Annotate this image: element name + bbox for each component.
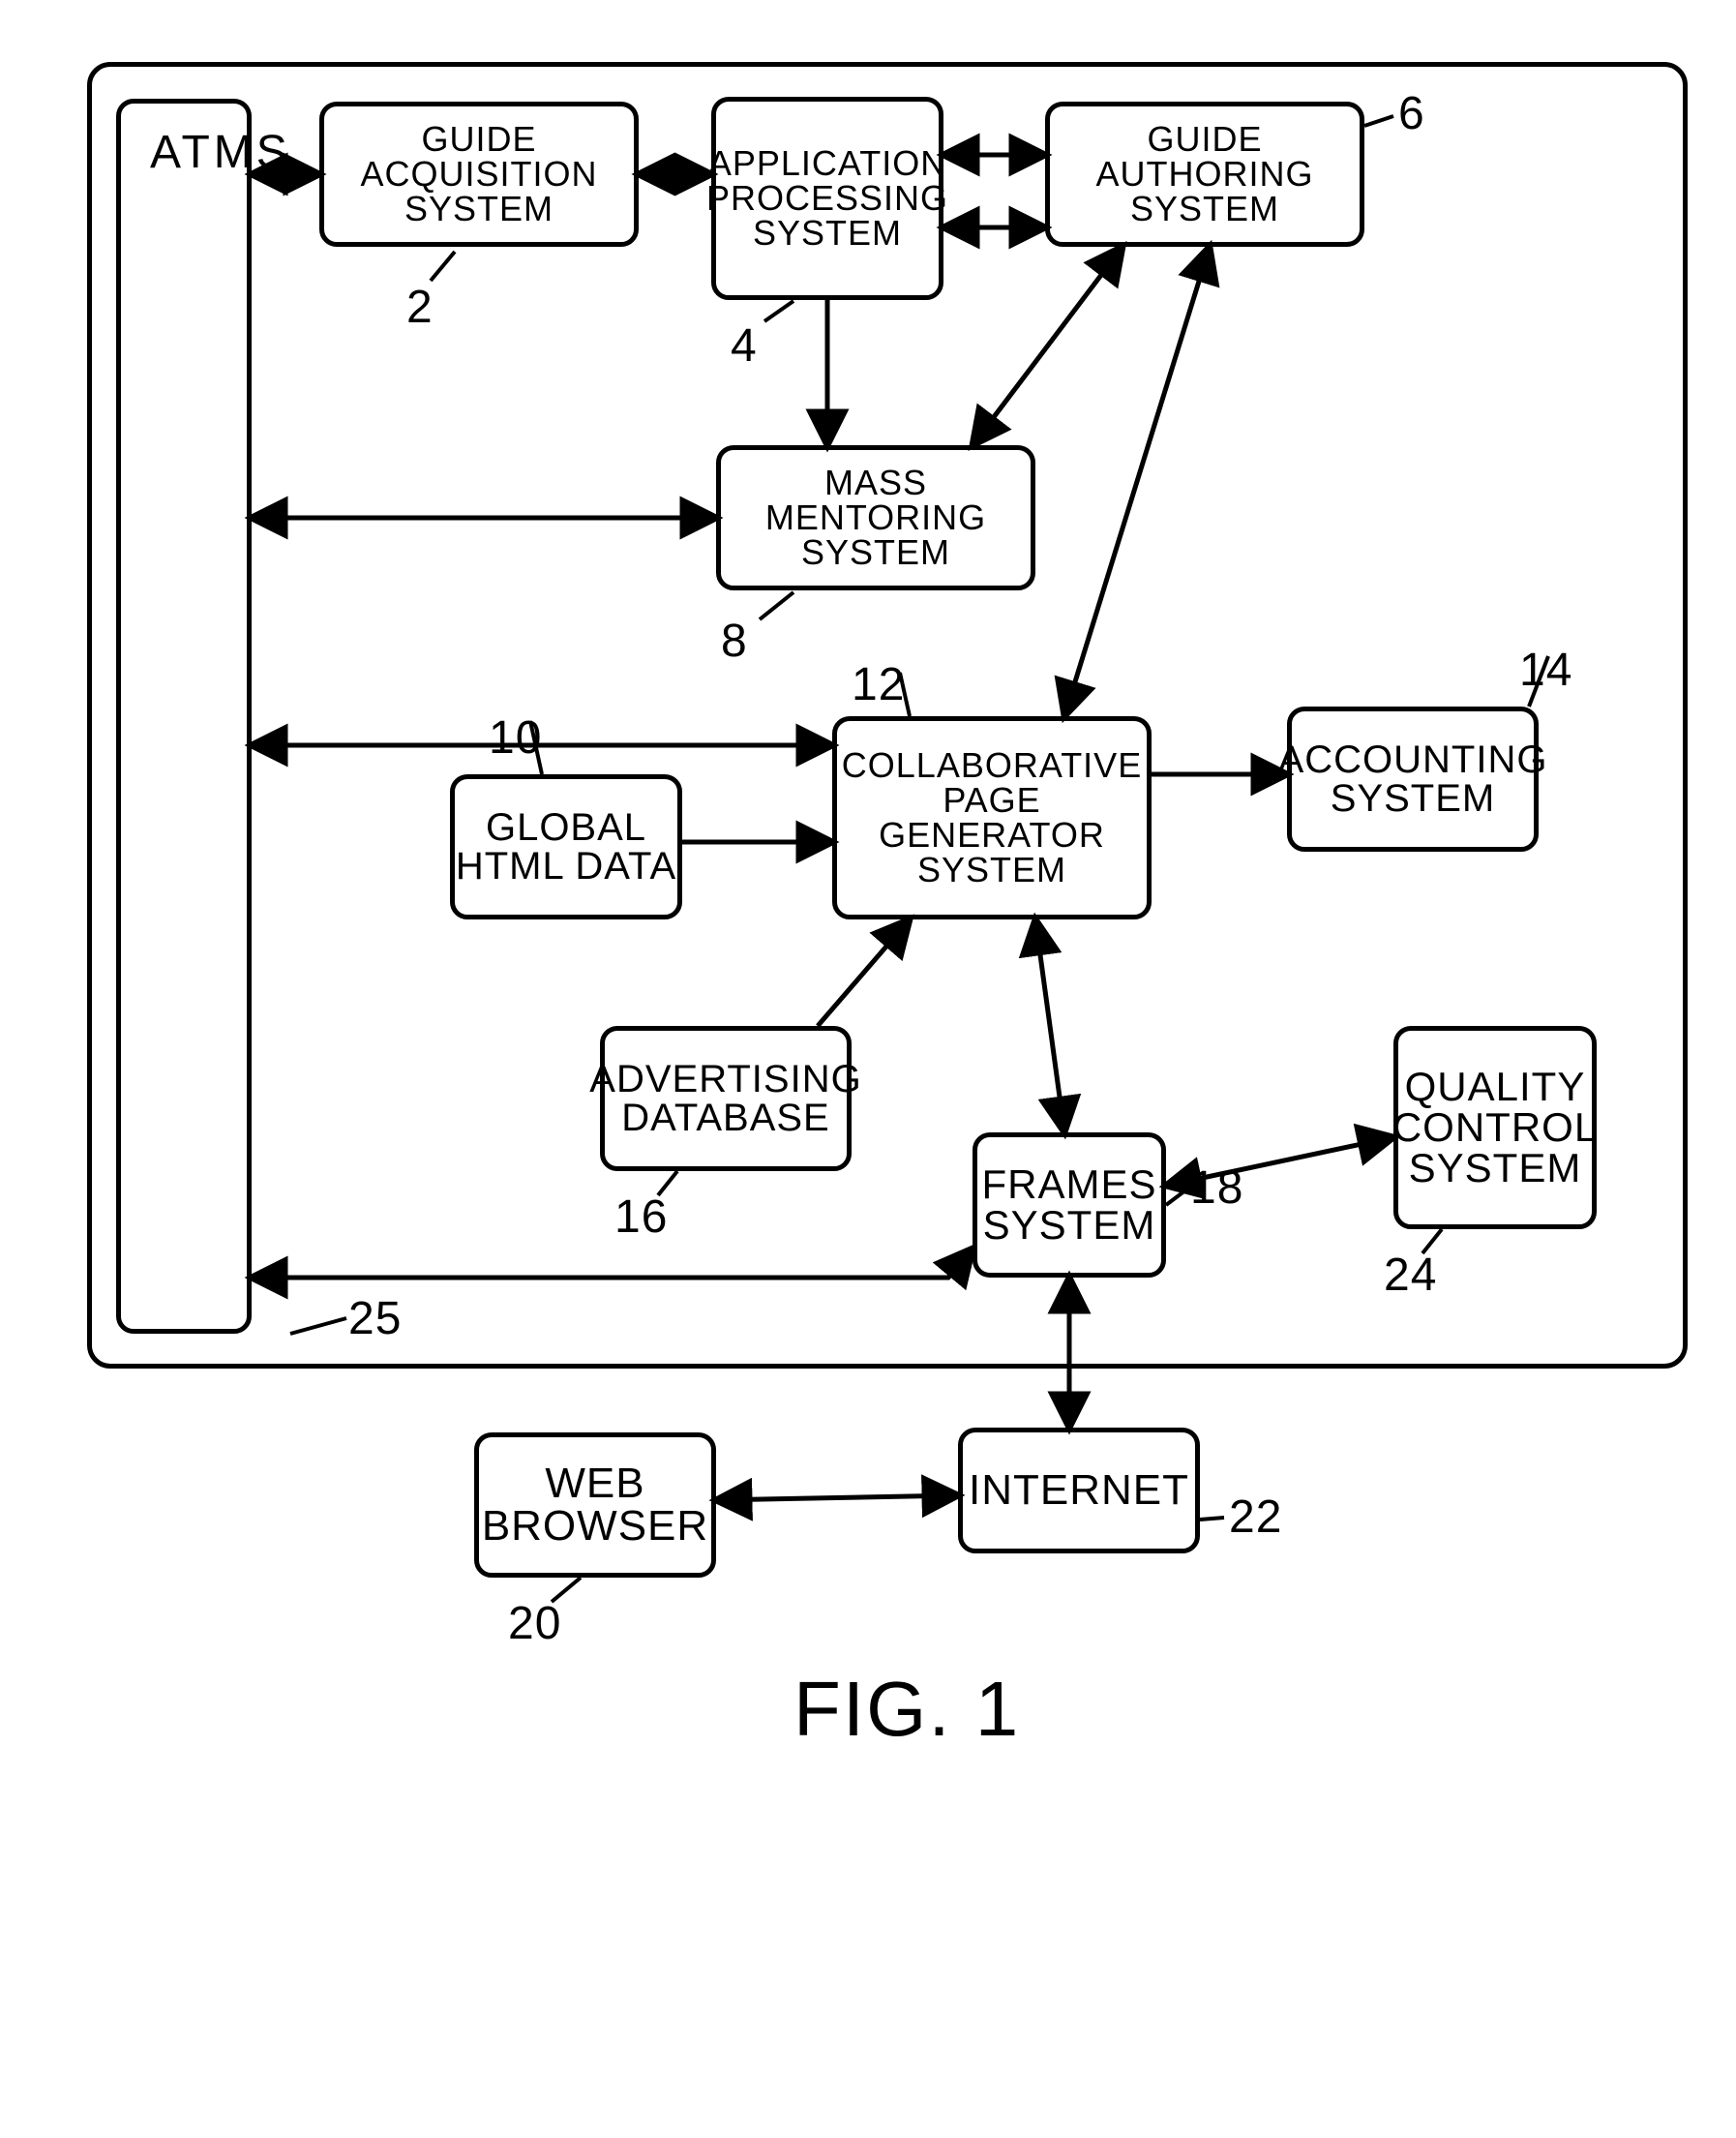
node-label: ACCOUNTING [1278,740,1548,779]
node-advertising-db: ADVERTISING DATABASE [600,1026,852,1171]
atms-label: ATMS [150,126,291,179]
node-label: SYSTEM [404,192,554,226]
diagram-container: ATMS GUIDE ACQUISITION SYSTEM APPLICATIO… [0,0,1736,2138]
node-label: QUALITY [1405,1067,1586,1107]
node-internet: INTERNET [958,1428,1200,1553]
ref-num-4: 4 [731,319,758,373]
node-mass-mentoring: MASS MENTORING SYSTEM [716,445,1035,590]
node-guide-authoring: GUIDE AUTHORING SYSTEM [1045,102,1364,247]
node-collaborative-page-generator: COLLABORATIVE PAGE GENERATOR SYSTEM [832,716,1152,919]
ref-num-14: 14 [1519,644,1572,697]
ref-num-20: 20 [508,1597,561,1650]
node-guide-acquisition: GUIDE ACQUISITION SYSTEM [319,102,639,247]
ref-num-6: 6 [1398,87,1425,140]
ref-num-18: 18 [1190,1161,1243,1215]
ref-num-25: 25 [348,1292,402,1345]
node-label: SYSTEM [1130,192,1279,226]
node-label: HTML DATA [456,847,676,886]
ref-num-12: 12 [852,658,905,711]
ref-num-16: 16 [614,1190,668,1244]
node-label: BROWSER [482,1505,708,1548]
node-label: SYSTEM [1331,779,1495,818]
node-label: ADVERTISING [589,1060,861,1099]
node-accounting: ACCOUNTING SYSTEM [1287,707,1539,852]
node-label: CONTROL [1392,1107,1598,1148]
node-label: GUIDE ACQUISITION [324,122,634,192]
node-label: SYSTEM [917,853,1066,888]
node-web-browser: WEB BROWSER [474,1432,716,1578]
node-label: SYSTEM [983,1205,1156,1246]
node-label: SYSTEM [801,535,950,570]
node-label: DATABASE [621,1099,829,1137]
node-label: GLOBAL [486,808,646,847]
node-label: MASS MENTORING [721,466,1031,535]
ref-num-24: 24 [1384,1249,1437,1302]
node-global-html: GLOBAL HTML DATA [450,774,682,919]
ref-num-2: 2 [406,281,434,334]
node-label: SYSTEM [1409,1148,1582,1189]
ref-num-8: 8 [721,615,748,668]
node-label: APPLICATION [708,146,946,181]
node-label: GUIDE AUTHORING [1050,122,1360,192]
figure-caption: FIG. 1 [793,1665,1020,1754]
ref-num-10: 10 [489,711,542,765]
node-quality-control: QUALITY CONTROL SYSTEM [1393,1026,1597,1229]
node-label: SYSTEM [753,216,902,251]
node-label: COLLABORATIVE [842,748,1142,783]
node-label: PROCESSING [706,181,948,216]
node-frames-system: FRAMES SYSTEM [973,1132,1166,1278]
node-label: PAGE GENERATOR [837,783,1147,853]
node-label: WEB [545,1462,644,1505]
node-label: FRAMES [981,1164,1156,1205]
node-label: INTERNET [969,1469,1189,1512]
atms-box [116,99,252,1334]
ref-num-22: 22 [1229,1491,1282,1544]
node-application-processing: APPLICATION PROCESSING SYSTEM [711,97,943,300]
